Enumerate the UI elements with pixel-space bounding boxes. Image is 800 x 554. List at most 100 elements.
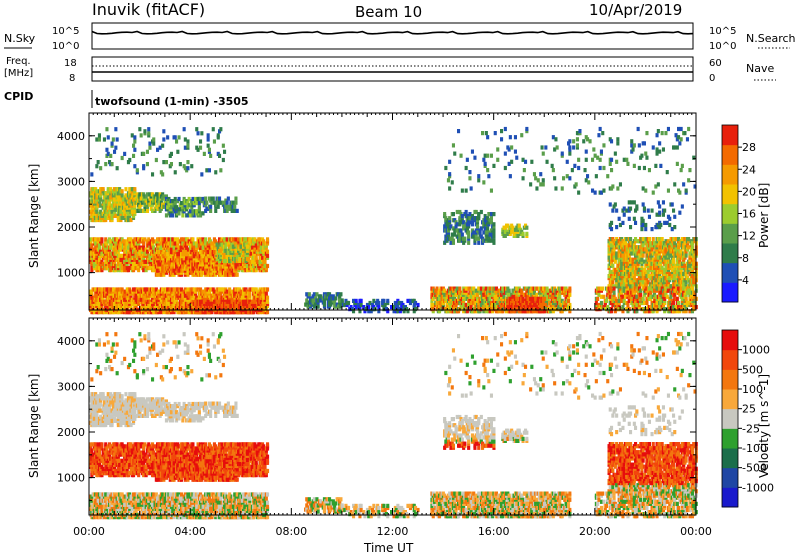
power-cell	[205, 200, 209, 205]
power-cell	[120, 189, 124, 194]
power-cell	[128, 266, 132, 271]
freq-unit-label: [MHz]	[4, 68, 33, 79]
power-cell	[99, 209, 103, 214]
power-cell	[334, 296, 338, 301]
power-cell	[130, 205, 134, 210]
power-cell	[185, 252, 189, 257]
power-cell	[95, 205, 99, 210]
power-cell	[105, 249, 109, 254]
power-cell	[253, 299, 257, 304]
power-cell	[264, 291, 268, 296]
power-cell	[209, 208, 213, 213]
power-cell	[460, 232, 464, 237]
cpid-label: CPID	[4, 90, 33, 103]
power-cell	[266, 263, 270, 269]
power-cell	[451, 238, 455, 243]
power-cell	[543, 296, 547, 301]
power-cell	[191, 209, 195, 214]
power-cell	[99, 203, 103, 208]
power-cell	[118, 253, 122, 258]
power-cell	[467, 234, 471, 239]
power-cell	[194, 196, 198, 202]
power-cell	[197, 205, 201, 210]
power-cell	[186, 249, 190, 254]
power-cell	[238, 256, 242, 262]
power-cell	[253, 303, 257, 308]
freq-left-tick-top: 18	[64, 58, 77, 69]
power-cell	[102, 205, 106, 210]
power-cell	[359, 298, 363, 303]
power-cell	[145, 192, 149, 197]
power-cell	[125, 201, 129, 206]
power-cell	[123, 268, 127, 273]
power-cell	[386, 298, 390, 303]
power-cell	[167, 237, 171, 242]
power-cell	[225, 237, 229, 242]
power-cell	[148, 266, 152, 271]
power-cell	[94, 201, 98, 206]
power-cell	[458, 286, 462, 291]
power-cell	[101, 187, 105, 192]
power-cell	[133, 245, 137, 250]
power-cell	[106, 187, 110, 192]
power-cell	[226, 196, 230, 201]
power-cell	[129, 217, 133, 223]
power-cell	[234, 200, 238, 205]
power-cell	[188, 209, 192, 214]
power-cell	[201, 211, 205, 216]
power-cell	[192, 203, 196, 208]
power-cell	[171, 199, 175, 204]
power-cell	[225, 200, 229, 205]
power-cell	[175, 205, 179, 210]
power-cell	[188, 213, 192, 218]
power-data-cells	[89, 126, 698, 315]
power-cell	[464, 209, 468, 215]
freq-right-tick-bottom: 0	[709, 73, 715, 84]
power-cell	[451, 212, 455, 217]
power-cell	[126, 211, 130, 216]
power-cell	[245, 244, 249, 249]
power-cell	[119, 201, 123, 206]
power-cell	[151, 208, 155, 213]
power-cell	[187, 203, 191, 208]
power-cell	[211, 196, 215, 201]
power-cell	[97, 257, 101, 262]
power-cell	[144, 259, 148, 264]
power-cell	[195, 201, 199, 206]
power-cell	[161, 196, 165, 201]
power-cell	[162, 194, 166, 199]
power-cell	[567, 298, 571, 303]
power-cell	[339, 292, 343, 297]
power-cell	[216, 204, 220, 209]
power-cell	[177, 196, 181, 202]
power-cell	[123, 211, 127, 216]
power-cell	[195, 245, 199, 250]
power-cell	[187, 196, 191, 202]
power-cell	[173, 196, 177, 202]
power-cell	[133, 205, 137, 210]
power-cell	[94, 237, 98, 242]
power-cell	[180, 201, 184, 206]
power-cell	[151, 200, 155, 205]
power-cell	[91, 205, 95, 210]
power-cell	[231, 237, 235, 242]
power-cell	[233, 204, 237, 209]
power-cell	[245, 268, 249, 273]
power-cell	[200, 199, 204, 204]
power-cell	[235, 208, 239, 213]
power-cell	[230, 208, 234, 213]
power-cell	[233, 208, 237, 213]
power-cell	[476, 224, 480, 229]
power-cell	[266, 253, 270, 258]
power-cell	[113, 247, 117, 252]
power-cell	[120, 253, 124, 258]
power-cell	[235, 272, 239, 277]
power-cell	[307, 292, 311, 297]
power-cell	[100, 237, 104, 242]
power-cell	[266, 295, 270, 300]
power-cell	[109, 187, 113, 192]
power-cell	[147, 237, 151, 242]
power-cell	[153, 249, 157, 254]
power-cell	[467, 230, 471, 235]
